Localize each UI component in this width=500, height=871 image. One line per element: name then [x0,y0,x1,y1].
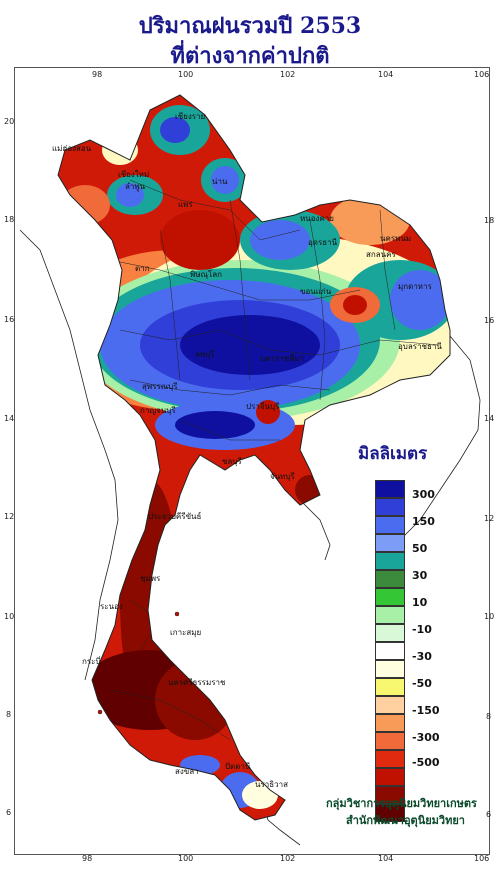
legend-swatch [375,714,405,732]
legend-unit: มิลลิเมตร [358,444,428,464]
lon-tick-98-bottom: 98 [82,854,93,863]
legend-label: 10 [412,596,428,609]
legend-colorbar [375,480,405,822]
legend-label: 30 [412,569,428,582]
place-label: น่าน [212,177,228,186]
legend-swatch [375,534,405,552]
legend-label: -300 [412,731,440,744]
lat-tick-12-right: 12 [484,514,495,523]
legend-swatch [375,696,405,714]
place-label: เกาะสมุย [170,628,202,637]
place-label: นครศรีธรรมราช [168,678,226,687]
place-label: สุพรรณบุรี [142,382,178,391]
legend-swatch [375,552,405,570]
place-label: นครราชสีมา [260,354,304,363]
lat-tick-20-left: 20 [4,117,15,126]
legend-swatch [375,660,405,678]
place-label: กระบี่ [82,657,101,666]
lon-tick-100-bottom: 100 [178,854,194,863]
lat-tick-12-left: 12 [4,512,15,521]
place-label: ตาก [135,264,150,273]
map-frame [14,67,490,855]
place-label: มุกดาหาร [398,282,432,291]
legend-label: -500 [412,756,440,769]
place-label: ประจวบคีรีขันธ์ [148,512,202,521]
legend-swatch [375,588,405,606]
legend-swatch [375,732,405,750]
legend-swatch [375,624,405,642]
legend-label: 150 [412,515,435,528]
lon-tick-106-top: 106 [474,70,490,79]
credit-line1: กลุ่มวิชาการอุตุนิยมวิทยาเกษตร [326,797,477,810]
lon-tick-102-top: 102 [280,70,296,79]
place-label: ปัตตานี [225,762,251,771]
place-label: เชียงราย [175,112,206,121]
lat-tick-8-right: 8 [486,712,492,721]
lon-tick-106-bottom: 106 [474,854,490,863]
legend-swatch [375,480,405,498]
lat-tick-14-right: 14 [484,414,495,423]
lat-tick-18-right: 18 [484,216,495,225]
place-label: ลพบุรี [195,350,215,359]
lat-tick-8-left: 8 [6,710,12,719]
legend-swatch [375,750,405,768]
lat-tick-16-right: 16 [484,316,495,325]
lat-tick-18-left: 18 [4,215,15,224]
map-title-line2: ที่ต่างจากค่าปกติ [170,43,330,69]
lon-tick-100-top: 100 [178,70,194,79]
legend-swatch [375,678,405,696]
legend-label: -10 [412,623,432,636]
lat-tick-6-right: 6 [486,810,492,819]
place-label: ระนอง [100,602,123,611]
place-label: หนองคาย [300,214,334,223]
legend-swatch [375,642,405,660]
legend-swatch [375,606,405,624]
lat-tick-10-right: 10 [484,612,495,621]
place-label: แม่ฮ่องสอน [52,144,92,153]
place-label: พิษณุโลก [190,270,223,279]
lon-tick-104-bottom: 104 [378,854,394,863]
legend-swatch [375,768,405,786]
place-label: ขอนแก่น [300,287,332,296]
place-label: สกลนคร [366,250,396,259]
lon-tick-98-top: 98 [92,70,103,79]
legend-swatch [375,786,405,804]
credit-line2: สำนักพัฒนาอุตุนิยมวิทยา [346,814,465,827]
place-label: ชุมพร [140,574,161,583]
place-label: แพร่ [178,200,193,209]
legend-swatch [375,516,405,534]
legend-label: 300 [412,488,435,501]
legend-label: -150 [412,704,440,717]
legend-label: 50 [412,542,428,555]
place-label: นครพนม [380,234,412,243]
lat-tick-16-left: 16 [4,315,15,324]
legend-swatch [375,570,405,588]
place-label: สงขลา [175,767,199,776]
place-label: อุบลราชธานี [398,342,442,351]
place-label: ลำพูน [125,182,146,191]
lat-tick-10-left: 10 [4,612,15,621]
lat-tick-6-left: 6 [6,808,12,817]
legend-swatch [375,498,405,516]
place-label: ปราจีนบุรี [246,402,280,411]
place-label: อุดรธานี [308,238,338,247]
legend-label: -50 [412,677,432,690]
map-title-line1: ปริมาณฝนรวมปี 2553 [138,13,362,39]
place-label: ชลบุรี [222,457,242,466]
lon-tick-102-bottom: 102 [280,854,296,863]
lat-tick-14-left: 14 [4,414,15,423]
legend-label: -30 [412,650,432,663]
legend-swatch [375,804,405,822]
lon-tick-104-top: 104 [378,70,394,79]
place-label: นราธิวาส [255,780,289,789]
place-label: จันทบุรี [270,472,295,481]
place-label: กาญจนบุรี [140,406,176,415]
place-label: เชียงใหม่ [118,170,150,179]
